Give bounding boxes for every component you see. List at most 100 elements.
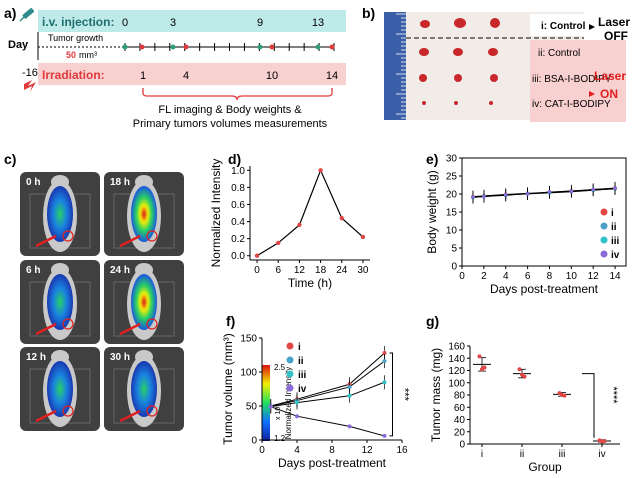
- time-label: 0 h: [26, 177, 40, 188]
- legend-label: iv: [611, 250, 620, 261]
- time-label: 18 h: [110, 177, 130, 188]
- series-line: [270, 360, 385, 407]
- x-tick-label: 0: [259, 445, 265, 456]
- data-point: [569, 189, 574, 194]
- data-point: [382, 350, 387, 355]
- tumor: [454, 101, 458, 105]
- mouse-image: 0 h: [20, 172, 100, 256]
- data-point: [382, 433, 387, 438]
- mouse-head: [135, 175, 153, 189]
- legend-marker: [600, 222, 608, 230]
- tumor-circle: [62, 230, 74, 242]
- x-tick-label: 10: [566, 271, 578, 282]
- y-tick-label: 120: [448, 366, 465, 377]
- arrow-on-icon: [589, 91, 595, 97]
- laser-off-2: OFF: [604, 29, 628, 43]
- mouse-image: 30 h: [104, 347, 184, 431]
- legend-marker: [286, 342, 294, 350]
- colorbar-max: 2.5: [274, 363, 286, 372]
- data-point: [347, 393, 352, 398]
- time-label: 6 h: [26, 265, 40, 276]
- x-tick-label: 6: [275, 265, 281, 276]
- x-axis-label: Time (h): [288, 276, 332, 290]
- data-point: [360, 234, 366, 240]
- data-point: [295, 400, 299, 405]
- series-line: [472, 187, 616, 198]
- x-tick-label: 30: [357, 265, 369, 276]
- tumor: [490, 18, 500, 28]
- x-tick-label: 16: [396, 445, 408, 456]
- tumor-circle: [146, 230, 158, 242]
- x-axis-label: Days post-treatment: [278, 456, 387, 470]
- ruler: [384, 12, 406, 120]
- y-tick-label: 0.2: [231, 234, 245, 245]
- ruler-ticks: [396, 13, 406, 119]
- significance-label: ****: [607, 386, 619, 404]
- significance-bracket: [582, 373, 595, 438]
- x-tick-label: iv: [598, 449, 605, 460]
- x-tick-label: 8: [329, 445, 335, 456]
- panel-letter: f): [226, 313, 235, 329]
- colorbar-min: 1.2: [274, 434, 286, 443]
- irr-day-10: 10: [266, 70, 278, 82]
- tumor: [419, 74, 427, 82]
- x-axis-label: Group: [528, 460, 562, 474]
- x-tick-label: 0: [254, 265, 260, 276]
- x-axis-label: Days post-treatment: [490, 282, 599, 296]
- iv-marker: [257, 44, 263, 50]
- fluorescence-signal: [47, 186, 73, 242]
- chart-d: d) 0 6 12 18 24 30 0.0 0.2 0.4 0.6 0.8 1.0 Time (h) No…: [209, 151, 370, 290]
- irr-day-4: 4: [183, 70, 189, 82]
- x-tick-label: 8: [547, 271, 553, 282]
- irr-marker: [183, 44, 189, 50]
- y-tick-label: 40: [454, 415, 466, 426]
- tumor-circle: [146, 318, 158, 330]
- irr-day-1: 1: [140, 70, 146, 82]
- mouse-head: [51, 175, 69, 189]
- legend-marker: [286, 370, 294, 378]
- time-label: 30 h: [110, 352, 130, 363]
- data-point: [347, 424, 352, 429]
- y-tick-label: 150: [240, 334, 257, 345]
- y-axis-label: Tumor volume (mm³): [221, 333, 235, 445]
- panel-c-letter: c): [4, 151, 16, 167]
- legend-label: iii: [298, 370, 307, 381]
- data-point: [482, 365, 487, 370]
- mouse-image-grid: 0 h 18 h 6 h 24 h 12 h 30 h: [20, 172, 184, 431]
- panel-b-letter: b): [362, 5, 375, 21]
- laser-on-2: ON: [600, 87, 618, 101]
- y-tick-label: 30: [446, 154, 458, 165]
- arrow-off-icon: [589, 24, 595, 30]
- fluorescence-signal: [131, 274, 157, 330]
- series-line: [256, 168, 364, 257]
- mouse-head: [135, 350, 153, 364]
- data-point: [562, 393, 567, 398]
- y-tick-label: 1.0: [231, 166, 245, 177]
- panel-b: b) i: Control ii: Control iii: BSA-I-BOD…: [362, 5, 630, 122]
- lightning-icon: [24, 80, 36, 92]
- significance-label: ***: [399, 388, 411, 402]
- data-point: [297, 222, 302, 228]
- y-tick-label: 0: [251, 436, 257, 447]
- fluorescence-signal: [47, 361, 73, 417]
- tumor-growth-label: Tumor growth: [48, 33, 103, 43]
- data-point: [276, 240, 281, 246]
- group-i-label: i: Control: [541, 21, 586, 32]
- legend-label: i: [611, 208, 614, 219]
- chart-e: e) 0 2 4 6 8 10 12 14 0 5 10 15 20 25 30 Days post-treat…: [425, 151, 627, 296]
- tumor: [454, 74, 462, 82]
- legend-marker: [286, 384, 294, 392]
- bracket: [142, 88, 333, 101]
- data-point: [295, 414, 299, 419]
- tumor-arrow: [119, 409, 141, 423]
- y-tick-label: 80: [454, 391, 466, 402]
- y-tick-label: 0.8: [231, 183, 245, 194]
- series-line: [270, 406, 385, 437]
- tumor-arrow: [119, 322, 141, 336]
- tumor: [422, 101, 426, 105]
- tumor-circle: [62, 405, 74, 417]
- y-axis-label: Body weight (g): [425, 170, 439, 253]
- tumor: [419, 48, 429, 56]
- laser-on-1: Laser: [594, 69, 626, 83]
- x-tick-label: 18: [315, 265, 327, 276]
